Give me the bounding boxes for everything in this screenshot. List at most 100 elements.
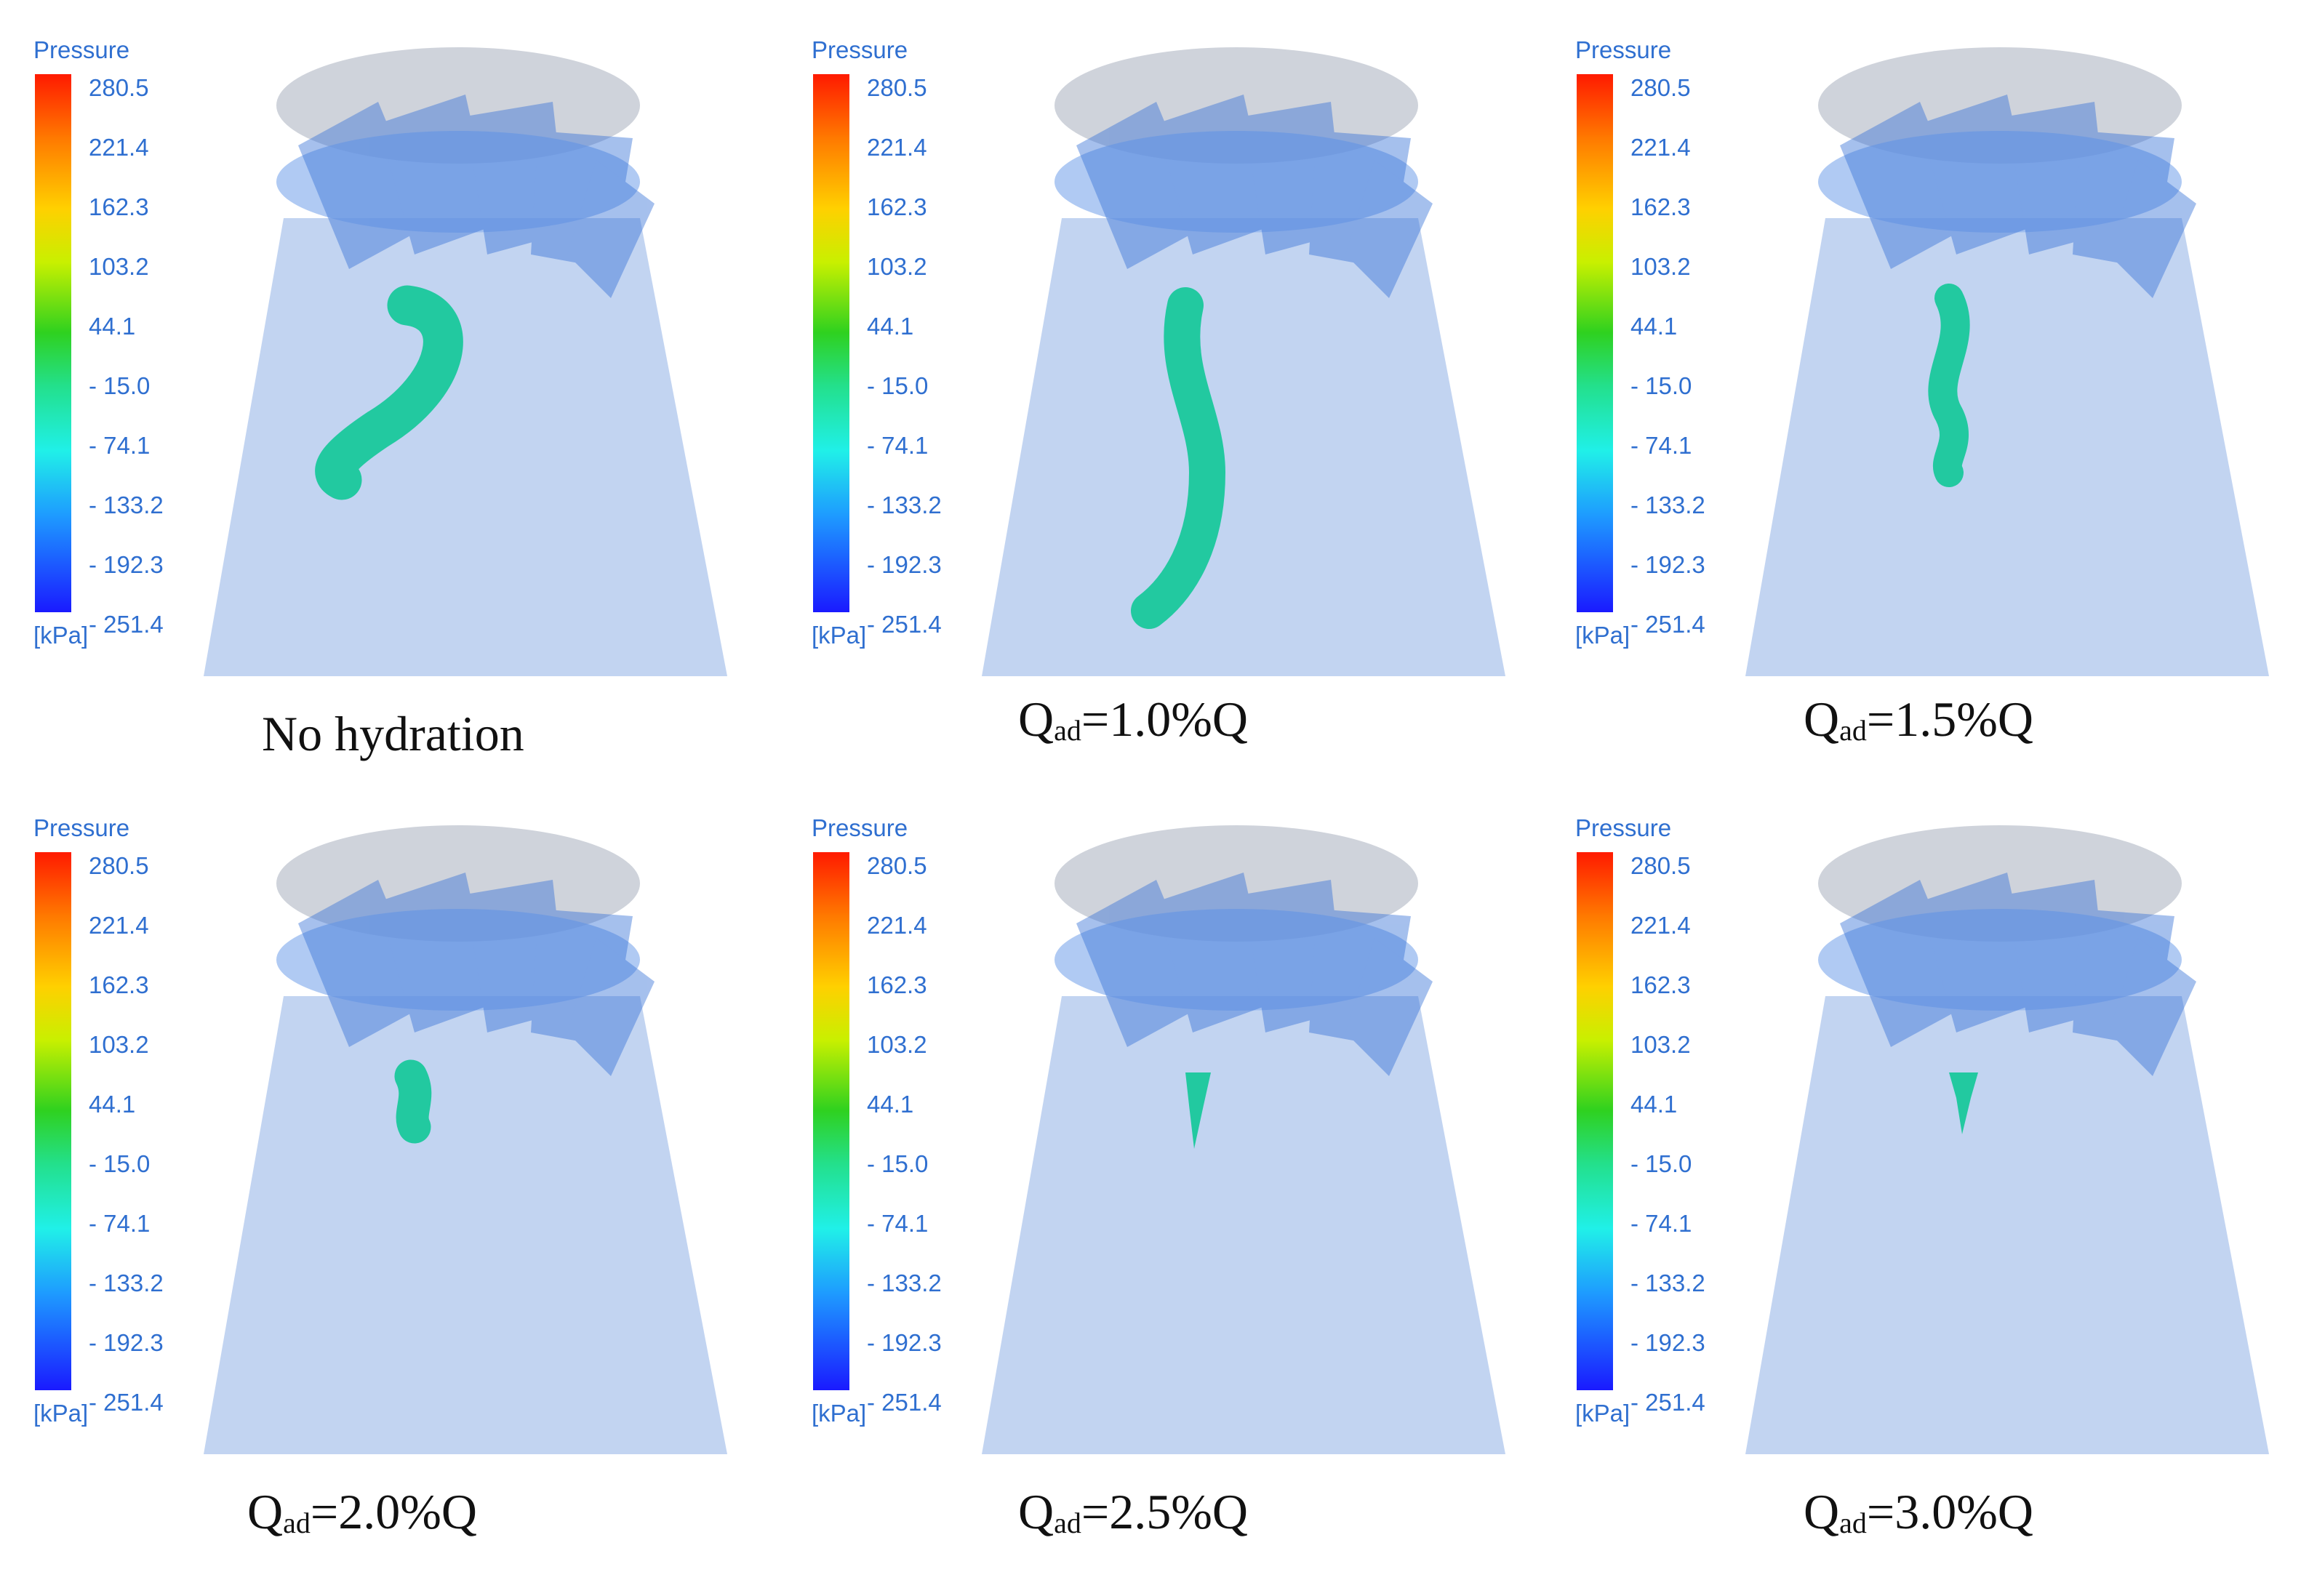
legend-tick: 221.4 <box>867 134 927 161</box>
runner-blades <box>298 873 655 1076</box>
legend-tick: 103.2 <box>1630 253 1691 280</box>
legend-unit: [kPa] <box>1575 1400 1630 1427</box>
runner-hub <box>276 909 640 1011</box>
pressure-legend: Pressure 280.5 221.4 162.3 103.2 44.1 - … <box>807 36 996 691</box>
legend-tick: - 133.2 <box>1630 1270 1705 1296</box>
legend-tick: 221.4 <box>1630 134 1691 161</box>
panel-q-2-5: Pressure 280.5 221.4 162.3 103.2 44.1 - … <box>807 814 1564 1596</box>
vortex-rope <box>1949 1072 1978 1134</box>
runner-blades <box>1076 95 1433 298</box>
legend-tick: 44.1 <box>867 313 914 340</box>
legend-tick: - 15.0 <box>1630 372 1692 399</box>
pressure-colorbar <box>813 852 849 1390</box>
pressure-colorbar <box>35 74 71 612</box>
legend-tick: 103.2 <box>867 253 927 280</box>
legend-tick: 280.5 <box>1630 74 1691 101</box>
pressure-legend: Pressure 280.5 221.4 162.3 103.2 44.1 - … <box>29 36 218 691</box>
legend-tick: 162.3 <box>1630 193 1691 220</box>
legend-unit: [kPa] <box>812 622 867 649</box>
vortex-rope <box>315 285 463 500</box>
legend-tick: - 133.2 <box>867 492 942 518</box>
legend-tick: - 251.4 <box>1630 1389 1705 1416</box>
runner-hub <box>1818 909 2182 1011</box>
legend-tick: 162.3 <box>1630 971 1691 998</box>
legend-tick: 162.3 <box>89 193 149 220</box>
legend-tick: - 74.1 <box>867 432 929 459</box>
panel-caption: Qad=2.5%Q <box>1018 1484 1248 1539</box>
legend-tick: - 74.1 <box>89 432 151 459</box>
legend-tick: - 251.4 <box>867 611 942 638</box>
legend-tick: 280.5 <box>1630 852 1691 879</box>
legend-tick: 221.4 <box>89 134 149 161</box>
runner-hub <box>276 131 640 233</box>
pressure-legend: Pressure 280.5 221.4 162.3 103.2 44.1 - … <box>29 814 218 1469</box>
legend-tick: 103.2 <box>89 253 149 280</box>
legend-tick: 162.3 <box>867 971 927 998</box>
vortex-rope <box>1185 1072 1211 1149</box>
runner-blades <box>1840 873 2196 1076</box>
legend-tick: 221.4 <box>89 912 149 939</box>
legend-title: Pressure <box>33 814 130 841</box>
legend-tick: - 192.3 <box>89 551 164 578</box>
runner-hub <box>1818 131 2182 233</box>
legend-tick: 44.1 <box>867 1091 914 1118</box>
pressure-legend: Pressure 280.5 221.4 162.3 103.2 44.1 - … <box>1571 36 1760 691</box>
shroud-disc <box>1818 825 2182 942</box>
pressure-legend: Pressure 280.5 221.4 162.3 103.2 44.1 - … <box>1571 814 1760 1469</box>
draft-tube <box>1745 996 2269 1454</box>
turbine-render <box>982 825 1505 1454</box>
runner-hub <box>1055 909 1418 1011</box>
legend-tick: 44.1 <box>1630 313 1678 340</box>
legend-tick: 103.2 <box>867 1031 927 1058</box>
pressure-colorbar <box>813 74 849 612</box>
panel-q-1-0: Pressure 280.5 221.4 162.3 103.2 44.1 - … <box>807 36 1564 818</box>
turbine-render <box>204 47 727 676</box>
legend-title: Pressure <box>1575 814 1672 841</box>
legend-tick: 162.3 <box>89 971 149 998</box>
panel-q-3-0: Pressure 280.5 221.4 162.3 103.2 44.1 - … <box>1571 814 2301 1596</box>
legend-tick: 221.4 <box>867 912 927 939</box>
legend-tick: - 192.3 <box>867 551 942 578</box>
legend-tick: - 15.0 <box>1630 1150 1692 1177</box>
legend-tick: 280.5 <box>89 852 149 879</box>
legend-tick: - 251.4 <box>1630 611 1705 638</box>
pressure-legend: Pressure 280.5 221.4 162.3 103.2 44.1 - … <box>807 814 996 1469</box>
panel-caption: Qad=1.0%Q <box>1018 691 1248 747</box>
legend-tick: 280.5 <box>89 74 149 101</box>
legend-tick: - 133.2 <box>867 1270 942 1296</box>
legend-tick: 280.5 <box>867 74 927 101</box>
shroud-disc <box>276 825 640 942</box>
legend-unit: [kPa] <box>33 1400 89 1427</box>
runner-blades <box>1076 873 1433 1076</box>
legend-tick: 44.1 <box>1630 1091 1678 1118</box>
legend-tick: 44.1 <box>89 1091 136 1118</box>
shroud-disc <box>1055 47 1418 164</box>
pressure-colorbar <box>1577 852 1613 1390</box>
panel-caption: Qad=3.0%Q <box>1804 1484 2033 1539</box>
legend-title: Pressure <box>33 36 130 63</box>
shroud-disc <box>276 47 640 164</box>
vortex-rope <box>1928 284 1970 487</box>
vortex-rope <box>394 1059 432 1144</box>
legend-tick: - 15.0 <box>89 1150 151 1177</box>
legend-unit: [kPa] <box>33 622 89 649</box>
legend-tick: - 133.2 <box>1630 492 1705 518</box>
legend-title: Pressure <box>812 36 908 63</box>
runner-blades <box>1840 95 2196 298</box>
draft-tube <box>204 996 727 1454</box>
legend-title: Pressure <box>812 814 908 841</box>
legend-unit: [kPa] <box>1575 622 1630 649</box>
legend-tick: - 192.3 <box>89 1329 164 1356</box>
panel-no-hydration: Pressure 280.5 221.4 162.3 103.2 44.1 - … <box>29 36 785 818</box>
legend-tick: - 133.2 <box>89 1270 164 1296</box>
legend-tick: - 15.0 <box>89 372 151 399</box>
legend-tick: - 74.1 <box>1630 1210 1692 1237</box>
panel-caption: No hydration <box>262 706 524 761</box>
panel-q-2-0: Pressure 280.5 221.4 162.3 103.2 44.1 - … <box>29 814 785 1596</box>
vortex-rope <box>1131 287 1226 629</box>
legend-tick: 44.1 <box>89 313 136 340</box>
pressure-colorbar <box>35 852 71 1390</box>
legend-tick: 103.2 <box>1630 1031 1691 1058</box>
draft-tube <box>982 218 1505 676</box>
legend-tick: - 74.1 <box>1630 432 1692 459</box>
